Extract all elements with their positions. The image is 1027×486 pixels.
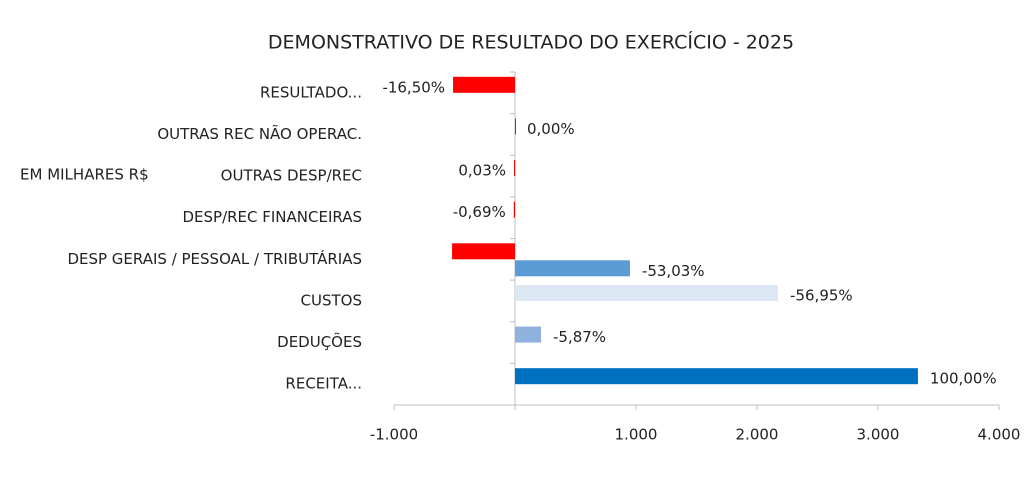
bar [453, 76, 515, 93]
x-tick-label: 4.000 [978, 426, 1021, 444]
data-label: -0,69% [453, 203, 506, 221]
data-label: 0,00% [527, 120, 575, 138]
bar [513, 201, 515, 218]
bar [514, 160, 516, 177]
data-label: -5,87% [553, 328, 606, 346]
data-label: 0,03% [458, 162, 506, 180]
x-tick-label: 3.000 [857, 426, 900, 444]
bar [452, 243, 515, 260]
category-label: CUSTOS [301, 291, 362, 309]
category-label: OUTRAS DESP/REC [221, 167, 362, 185]
category-label: RESULTADO... [260, 83, 362, 101]
bar [515, 368, 918, 385]
bar [515, 284, 779, 301]
data-label: -53,03% [642, 262, 705, 280]
data-label: 100,00% [930, 370, 997, 388]
x-tick-label: 2.000 [736, 426, 779, 444]
bar [515, 118, 516, 135]
chart-title: DEMONSTRATIVO DE RESULTADO DO EXERCÍCIO … [268, 31, 794, 54]
y-axis-label: EM MILHARES R$ [20, 166, 149, 184]
x-tick-label: -1.000 [370, 426, 418, 444]
category-label: OUTRAS REC NÃO OPERAC. [157, 124, 362, 143]
data-label: -56,95% [790, 286, 853, 304]
category-label: RECEITA... [285, 375, 362, 393]
data-label: -16,50% [382, 78, 445, 96]
bar [515, 326, 542, 343]
category-label: DEDUÇÕES [277, 332, 362, 351]
bar [515, 260, 630, 277]
x-tick-label: 1.000 [615, 426, 658, 444]
category-label: DESP GERAIS / PESSOAL / TRIBUTÁRIAS [67, 249, 362, 268]
category-label: DESP/REC FINANCEIRAS [182, 208, 362, 226]
